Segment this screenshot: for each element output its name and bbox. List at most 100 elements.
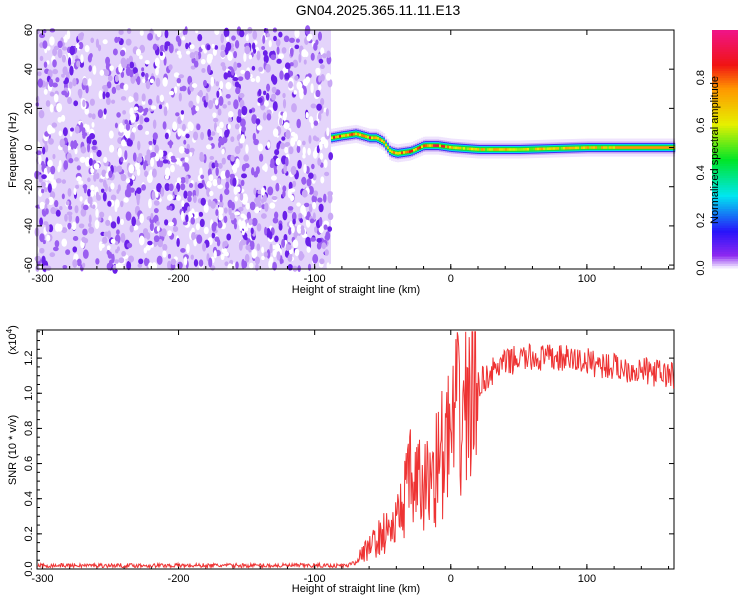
x-tick-label: 100: [578, 273, 596, 285]
noise-cell: [61, 179, 67, 184]
noise-cell: [210, 78, 214, 87]
colorbar-cell: [712, 125, 738, 129]
noise-cell: [275, 182, 280, 192]
ridge-peak: [579, 146, 582, 150]
top-y-axis-label: Frequency (Hz): [7, 112, 19, 188]
colorbar-cell: [712, 187, 738, 190]
noise-cell: [288, 37, 295, 43]
noise-cell: [146, 245, 150, 251]
ridge-peak: [513, 148, 516, 151]
noise-cell: [211, 43, 215, 49]
noise-cell: [84, 156, 91, 167]
noise-cell: [225, 93, 231, 99]
noise-cell: [327, 193, 333, 204]
noise-cell: [153, 200, 160, 206]
noise-cell: [250, 227, 254, 235]
ridge-peak: [381, 139, 384, 142]
noise-cell: [311, 163, 315, 170]
noise-cell: [50, 165, 56, 175]
colorbar-cell: [712, 218, 738, 221]
noise-cell: [76, 165, 81, 171]
noise-cell: [185, 175, 189, 185]
noise-cell: [325, 72, 332, 81]
noise-cell: [219, 121, 224, 129]
noise-cell: [76, 60, 81, 68]
ridge-peak: [577, 146, 580, 150]
noise-cell: [186, 243, 190, 254]
noise-cell: [306, 178, 312, 187]
colorbar-cell: [712, 189, 738, 193]
noise-cell: [110, 221, 117, 229]
noise-cell: [98, 90, 103, 100]
noise-cell: [61, 227, 68, 234]
noise-cell: [283, 35, 290, 43]
noise-cell: [244, 70, 251, 80]
noise-cell: [38, 154, 42, 165]
noise-cell: [284, 156, 289, 167]
noise-cell: [145, 232, 151, 240]
ridge-peak: [431, 144, 434, 147]
noise-cell: [136, 168, 141, 176]
noise-cell: [292, 239, 299, 249]
noise-cell: [308, 116, 314, 124]
noise-cell: [59, 138, 65, 148]
noise-cell: [226, 128, 230, 136]
colorbar-cell: [712, 77, 738, 81]
noise-cell: [154, 57, 160, 67]
noise-cell: [320, 74, 325, 82]
noise-cell: [317, 157, 322, 166]
noise-cell: [212, 47, 217, 56]
ridge-peak: [637, 146, 640, 149]
noise-cell: [107, 75, 113, 82]
noise-cell: [228, 206, 232, 216]
ridge-peak: [647, 146, 650, 149]
noise-cell: [198, 211, 204, 217]
noise-cell: [214, 99, 219, 106]
noise-cell: [72, 259, 78, 268]
colorbar-label: Normalized spectral amplitude: [709, 76, 721, 224]
noise-cell: [164, 167, 171, 177]
noise-cell: [315, 89, 321, 98]
noise-cell: [234, 40, 240, 49]
noise-cell: [162, 121, 167, 130]
noise-cell: [45, 208, 49, 215]
noise-cell: [92, 204, 96, 210]
ridge-peak: [619, 146, 622, 149]
noise-cell: [312, 135, 317, 141]
noise-cell: [279, 70, 284, 80]
noise-cell: [106, 262, 112, 271]
noise-cell: [323, 159, 328, 168]
colorbar-cell: [712, 49, 738, 52]
noise-cell: [42, 40, 48, 49]
ridge-peak: [451, 146, 454, 149]
noise-cell: [97, 44, 102, 52]
noise-cell: [164, 132, 169, 140]
y-tick-label: 1.0: [23, 386, 35, 401]
colorbar-cell: [712, 82, 738, 86]
noise-cell: [236, 62, 242, 68]
ridge-peak: [603, 146, 606, 149]
noise-cell: [55, 178, 62, 184]
noise-cell: [51, 122, 58, 128]
noise-cell: [201, 68, 206, 74]
noise-cell: [255, 263, 259, 271]
noise-cell: [224, 251, 229, 257]
noise-cell: [196, 234, 203, 244]
noise-cell: [75, 184, 80, 189]
noise-cell: [61, 193, 65, 200]
colorbar-cell: [712, 103, 738, 107]
ridge-peak: [553, 147, 556, 150]
noise-cell: [234, 123, 240, 130]
noise-cell: [282, 185, 287, 192]
noise-cell: [281, 136, 286, 141]
noise-cell: [276, 251, 281, 261]
colorbar-cell: [712, 118, 738, 121]
noise-cell: [143, 228, 149, 235]
colorbar-cell: [712, 108, 738, 112]
colorbar-cell: [712, 225, 738, 229]
noise-cell: [328, 152, 334, 161]
noise-cell: [248, 218, 253, 226]
ridge-peak: [435, 144, 438, 147]
noise-cell: [125, 190, 132, 198]
ridge-peak: [449, 145, 452, 149]
